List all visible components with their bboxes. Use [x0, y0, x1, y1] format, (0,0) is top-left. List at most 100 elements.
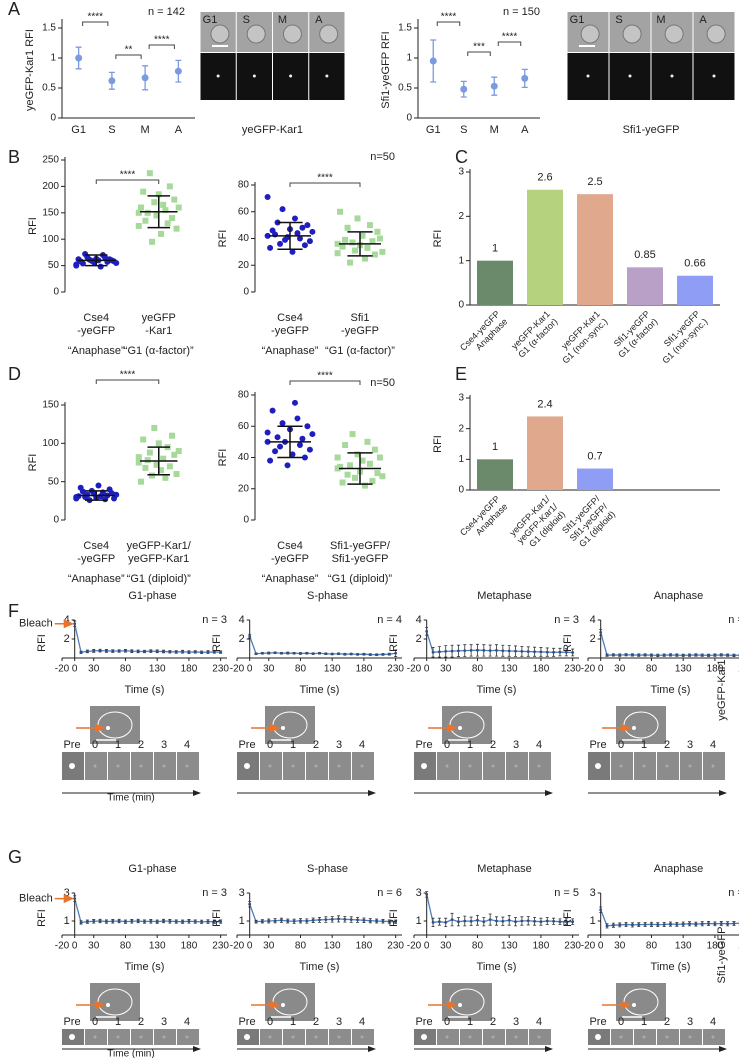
cell	[664, 24, 684, 44]
image-heading: M	[278, 14, 287, 26]
point	[425, 630, 429, 633]
point	[368, 919, 372, 923]
point	[700, 653, 704, 657]
point	[111, 495, 118, 502]
point	[457, 920, 460, 924]
point	[296, 235, 303, 242]
point	[337, 463, 344, 470]
spot	[458, 1003, 462, 1007]
frame-label: 3	[336, 739, 342, 751]
frame-label: 1	[467, 739, 473, 751]
y-axis-label: RFI	[432, 230, 444, 248]
x-tick-label: -20	[55, 664, 70, 675]
x-tick-label: yeGFP-Kar1G1 (non-sync.)	[553, 309, 610, 366]
frame-spot	[139, 1035, 143, 1039]
point	[135, 459, 142, 466]
point	[431, 650, 435, 654]
point	[552, 650, 556, 654]
x-tick-label: -20	[230, 664, 245, 675]
y-tick-label: 3	[458, 167, 464, 178]
frame-label: 1	[641, 739, 647, 751]
point	[463, 919, 467, 923]
annotation: n = 3	[554, 614, 579, 626]
point	[618, 923, 622, 927]
point	[514, 920, 517, 924]
x-tick-label: 80	[646, 664, 658, 675]
point	[637, 923, 641, 927]
bar	[677, 275, 713, 305]
dot	[460, 85, 468, 93]
point	[280, 651, 283, 655]
y-tick-label: 1	[50, 53, 56, 64]
frame-label: 0	[618, 1016, 624, 1028]
frame-spot	[69, 1034, 75, 1040]
y-tick-label: 3	[239, 887, 245, 899]
point	[187, 919, 191, 923]
point	[387, 920, 391, 923]
point	[143, 650, 146, 653]
frame-spot	[268, 764, 272, 768]
y-axis-label: Sfi1-yeGFP RFI	[380, 31, 392, 108]
y-tick-label: 250	[42, 155, 59, 166]
significance-label: ****	[317, 371, 333, 382]
x-tick-label: 130	[149, 941, 166, 952]
panel-label: D	[8, 364, 21, 384]
point	[299, 435, 306, 442]
x-tick-label: -20	[230, 941, 245, 952]
point	[155, 649, 159, 653]
point	[77, 484, 84, 491]
condition-label: “G1 (α-factor)”	[325, 345, 395, 357]
x-tick-label: Sfi1-yeGFPG1 (α-factor)	[609, 309, 660, 360]
point	[149, 238, 156, 245]
spot	[458, 726, 462, 730]
y-axis-label: RFI	[211, 909, 223, 927]
point	[95, 482, 102, 489]
point	[269, 227, 276, 234]
annotation: n = 142	[148, 6, 185, 18]
point	[200, 650, 204, 654]
point	[85, 920, 89, 924]
x-tick-label: G1	[426, 124, 441, 136]
x-tick-label: Sfi1-yeGFPG1 (non-sync.)	[653, 309, 710, 366]
frame-label: Pre	[415, 1016, 432, 1028]
y-tick-label: 80	[238, 390, 250, 401]
point	[136, 649, 140, 653]
point	[130, 649, 134, 653]
x-tick-label: 0	[72, 941, 78, 952]
point	[160, 455, 167, 462]
x-tick-label: yeGFP-Kar1/yeGFP-Kar1	[127, 540, 192, 565]
spot	[628, 74, 632, 78]
point	[379, 248, 386, 255]
point	[79, 921, 83, 924]
spot	[106, 1003, 110, 1007]
frame-spot	[337, 1035, 341, 1039]
y-tick-label: 150	[42, 207, 59, 218]
frame-label: 1	[115, 739, 121, 751]
y-axis-label: RFI	[217, 449, 229, 467]
frame-spot	[314, 764, 318, 768]
x-tick-label: 230	[387, 664, 404, 675]
y-tick-label: 0.5	[398, 83, 412, 94]
condition-label: “G1 (α-factor)”	[124, 345, 194, 357]
sd-bar	[277, 425, 303, 459]
point	[450, 918, 454, 921]
y-tick-label: 0	[50, 113, 56, 124]
panel-label: F	[8, 601, 19, 621]
point	[318, 918, 321, 922]
point	[349, 918, 353, 921]
point	[98, 649, 102, 652]
point	[394, 920, 398, 924]
point	[292, 651, 296, 655]
point	[444, 921, 448, 924]
x-tick-label: -20	[581, 941, 596, 952]
point	[631, 923, 634, 927]
significance-bracket	[467, 51, 491, 56]
y-tick-label: 1.5	[398, 23, 412, 34]
x-tick-label: S	[460, 124, 467, 136]
x-tick-label: 80	[472, 941, 484, 952]
y-tick-label: 4	[239, 614, 245, 626]
image-heading: A	[315, 14, 323, 26]
bar	[577, 194, 613, 305]
image-heading: M	[656, 14, 665, 26]
y-tick-label: 50	[48, 476, 60, 487]
